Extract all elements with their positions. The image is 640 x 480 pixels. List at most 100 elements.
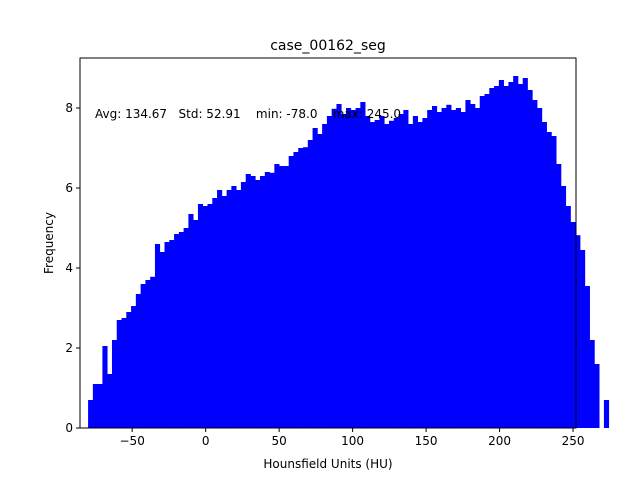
- histogram-bar: [388, 120, 395, 429]
- x-tick-label: 150: [415, 434, 438, 448]
- histogram-bar: [183, 228, 189, 428]
- histogram-bar: [470, 104, 476, 428]
- histogram-bar: [436, 112, 442, 428]
- histogram-bar: [164, 242, 170, 428]
- histogram-bar: [479, 96, 485, 428]
- histogram-bar: [131, 306, 137, 428]
- histogram-bar: [150, 276, 156, 428]
- histogram-bar: [264, 172, 270, 428]
- histogram-bar: [379, 116, 385, 428]
- histogram-bar: [126, 312, 132, 428]
- histogram-bar: [88, 400, 94, 428]
- histogram-bar: [111, 340, 118, 428]
- histogram-bar: [503, 86, 509, 428]
- histogram-bar: [517, 84, 524, 428]
- histogram-bar: [336, 104, 342, 428]
- histogram-bar: [403, 110, 409, 428]
- histogram-bar: [236, 190, 242, 428]
- histogram-bar: [303, 147, 309, 428]
- histogram-bar: [102, 346, 108, 428]
- histogram-bar: [560, 186, 567, 428]
- histogram-bar: [135, 294, 141, 428]
- histogram-bar: [188, 214, 194, 428]
- histogram-bar: [331, 108, 337, 429]
- histogram-bar: [365, 116, 371, 428]
- histogram-bar: [174, 234, 180, 428]
- histogram-bar: [350, 110, 356, 428]
- histogram-bar: [513, 76, 519, 428]
- histogram-bar: [431, 106, 438, 428]
- histogram-bar: [441, 108, 447, 428]
- histogram-bar: [360, 102, 366, 428]
- histogram-bar: [541, 122, 547, 428]
- histogram-bar: [575, 235, 581, 428]
- histogram-bar: [455, 108, 461, 428]
- histogram-bar: [317, 134, 323, 428]
- histogram-bar: [508, 82, 514, 428]
- histogram-bar: [202, 206, 208, 428]
- x-tick-label: 200: [488, 434, 511, 448]
- histogram-bar: [107, 374, 113, 428]
- histogram-bar: [92, 384, 98, 428]
- y-axis-ticks: 0 2 4 6 8: [65, 101, 80, 435]
- histogram-bar: [422, 118, 428, 428]
- histogram-bar: [226, 190, 232, 428]
- histogram-bar: [494, 86, 500, 428]
- histogram-bar: [307, 140, 313, 428]
- histogram-bar: [374, 120, 380, 428]
- histogram-bar: [546, 132, 552, 428]
- stats-annotation: Avg: 134.67 Std: 52.91 min: -78.0 max: 2…: [95, 107, 401, 121]
- histogram-bar: [240, 182, 247, 428]
- histogram-bar: [231, 186, 237, 428]
- x-axis-label: Hounsfield Units (HU): [263, 457, 392, 471]
- x-axis-ticks: −50 0 50 100 150 200 250: [120, 428, 585, 448]
- histogram-bar: [408, 124, 414, 428]
- histogram-bar: [522, 78, 528, 428]
- histogram-bar: [527, 90, 533, 428]
- histogram-bar: [460, 112, 466, 428]
- histogram-bar: [498, 80, 504, 428]
- histogram-bar: [283, 166, 290, 428]
- histogram-bar: [154, 244, 161, 428]
- histogram-bar: [393, 118, 399, 428]
- y-axis-label: Frequency: [42, 212, 56, 274]
- histogram-bar: [355, 108, 361, 428]
- histogram-bar: [274, 164, 280, 428]
- histogram-bar: [279, 166, 285, 428]
- histogram-bar: [207, 204, 213, 428]
- histogram-bar: [326, 116, 333, 428]
- x-tick-label: 0: [202, 434, 210, 448]
- histogram-bar: [288, 156, 294, 428]
- x-tick-label: 100: [341, 434, 364, 448]
- histogram-bar: [446, 104, 452, 429]
- histogram-bar: [580, 250, 586, 428]
- histogram-bar: [451, 110, 457, 428]
- histogram-bars: [88, 76, 610, 429]
- histogram-bar: [159, 252, 165, 428]
- x-tick-label: 50: [271, 434, 286, 448]
- histogram-bar: [178, 232, 184, 428]
- histogram-bar: [594, 364, 600, 428]
- histogram-bar: [217, 190, 223, 428]
- histogram-bar: [369, 122, 376, 428]
- y-tick-label: 4: [65, 261, 73, 275]
- histogram-bar: [603, 400, 610, 428]
- histogram-bar: [260, 176, 266, 428]
- histogram-bar: [250, 176, 256, 428]
- x-tick-label: −50: [120, 434, 145, 448]
- histogram-bar: [565, 206, 571, 428]
- histogram-bar: [584, 286, 590, 428]
- histogram-bar: [212, 198, 218, 428]
- histogram-bar: [269, 172, 275, 428]
- y-tick-label: 8: [65, 101, 73, 115]
- histogram-bar: [193, 220, 199, 428]
- histogram-bar: [398, 114, 404, 428]
- histogram-bar: [474, 108, 481, 428]
- histogram-bar: [489, 88, 495, 428]
- axes-frame: [79, 57, 577, 429]
- histogram-bar: [322, 124, 328, 428]
- y-tick-label: 0: [65, 421, 73, 435]
- histogram-bar: [97, 384, 103, 428]
- y-tick-label: 6: [65, 181, 73, 195]
